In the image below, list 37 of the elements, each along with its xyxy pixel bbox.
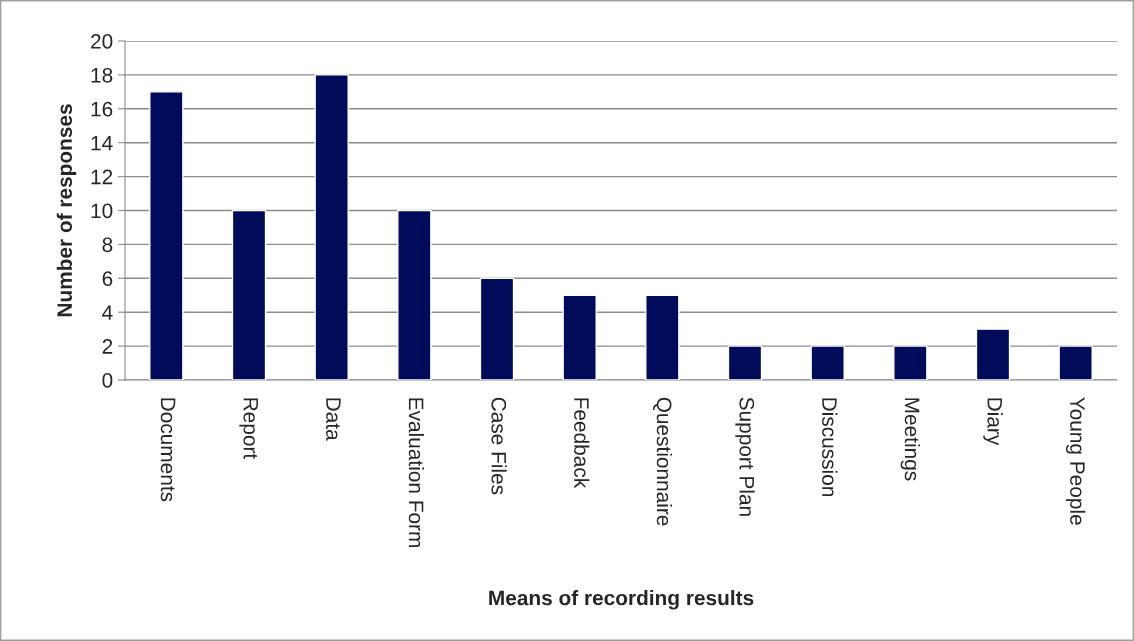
x-tick-label: Questionnaire [653, 397, 673, 526]
y-tick-label: 6 [102, 271, 113, 287]
x-tick-label: Documents [160, 398, 176, 502]
x-tick-label: Meetings [900, 398, 921, 481]
bar [149, 91, 184, 380]
x-tick-label: Support Plan [735, 397, 755, 516]
bar [893, 345, 928, 380]
y-axis-title: Number of responses [56, 104, 77, 317]
y-tick-label: 10 [91, 203, 113, 219]
y-tick-label: 18 [91, 67, 113, 83]
bar [645, 294, 680, 380]
x-tick-label: Diary [983, 398, 1003, 446]
y-tick-label: 0 [102, 373, 113, 388]
bar [479, 277, 515, 380]
x-tick-label: Discussion [822, 398, 838, 497]
y-tick-label: 14 [91, 135, 113, 151]
bar [397, 209, 432, 380]
x-tick-label: Young People [1065, 397, 1086, 525]
y-tick-label: 16 [91, 101, 113, 117]
bar [810, 345, 845, 380]
x-tick-label: Case Files [491, 397, 507, 495]
x-tick-label: Feedback [574, 398, 590, 489]
bar [231, 209, 267, 380]
x-axis-title: Means of recording results [489, 590, 754, 610]
bar [1058, 345, 1093, 380]
x-tick-label: Evaluation Form [408, 398, 425, 547]
bar [314, 74, 349, 380]
bar [975, 328, 1011, 380]
bar [727, 345, 763, 380]
x-tick-label: Report [239, 398, 258, 460]
y-tick-label: 12 [91, 169, 113, 185]
y-tick-label: 20 [91, 34, 113, 49]
y-tick-label: 4 [102, 305, 113, 320]
y-tick-label: 8 [102, 237, 113, 253]
bar [562, 294, 597, 380]
x-tick-label: Data [326, 398, 341, 441]
y-tick-label: 2 [102, 339, 113, 354]
